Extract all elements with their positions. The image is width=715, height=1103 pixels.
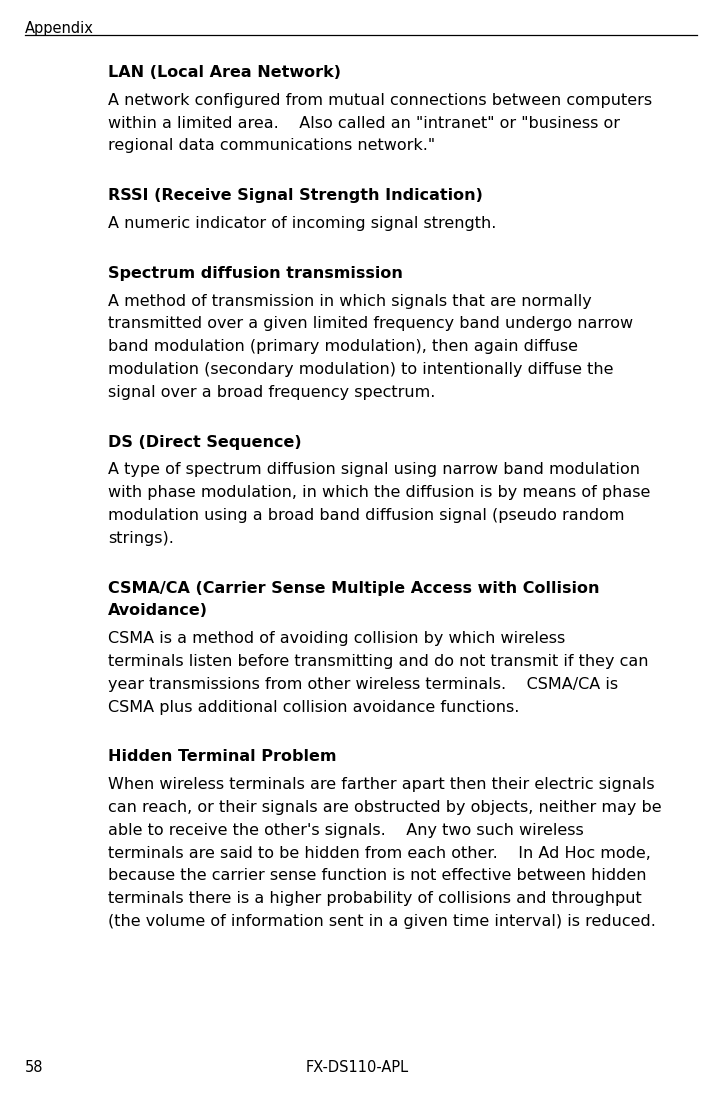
Text: A method of transmission in which signals that are normally: A method of transmission in which signal… [108, 293, 592, 309]
Text: terminals listen before transmitting and do not transmit if they can: terminals listen before transmitting and… [108, 654, 649, 670]
Text: RSSI (Receive Signal Strength Indication): RSSI (Receive Signal Strength Indication… [108, 189, 483, 203]
Text: A network configured from mutual connections between computers: A network configured from mutual connect… [108, 93, 652, 108]
Text: modulation (secondary modulation) to intentionally diffuse the: modulation (secondary modulation) to int… [108, 362, 613, 377]
Text: signal over a broad frequency spectrum.: signal over a broad frequency spectrum. [108, 385, 435, 399]
Text: terminals are said to be hidden from each other.    In Ad Hoc mode,: terminals are said to be hidden from eac… [108, 846, 651, 860]
Text: year transmissions from other wireless terminals.    CSMA/CA is: year transmissions from other wireless t… [108, 677, 618, 692]
Text: within a limited area.    Also called an "intranet" or "business or: within a limited area. Also called an "i… [108, 116, 620, 130]
Text: Hidden Terminal Problem: Hidden Terminal Problem [108, 749, 337, 764]
Text: can reach, or their signals are obstructed by objects, neither may be: can reach, or their signals are obstruct… [108, 800, 661, 815]
Text: 58: 58 [25, 1060, 44, 1075]
Text: A numeric indicator of incoming signal strength.: A numeric indicator of incoming signal s… [108, 216, 496, 231]
Text: Spectrum diffusion transmission: Spectrum diffusion transmission [108, 266, 403, 281]
Text: (the volume of information sent in a given time interval) is reduced.: (the volume of information sent in a giv… [108, 914, 656, 929]
Text: CSMA/CA (Carrier Sense Multiple Access with Collision: CSMA/CA (Carrier Sense Multiple Access w… [108, 580, 599, 596]
Text: Appendix: Appendix [25, 21, 94, 36]
Text: because the carrier sense function is not effective between hidden: because the carrier sense function is no… [108, 868, 646, 884]
Text: LAN (Local Area Network): LAN (Local Area Network) [108, 65, 341, 81]
Text: DS (Direct Sequence): DS (Direct Sequence) [108, 435, 302, 450]
Text: strings).: strings). [108, 531, 174, 546]
Text: A type of spectrum diffusion signal using narrow band modulation: A type of spectrum diffusion signal usin… [108, 462, 640, 478]
Text: CSMA is a method of avoiding collision by which wireless: CSMA is a method of avoiding collision b… [108, 631, 566, 646]
Text: When wireless terminals are farther apart then their electric signals: When wireless terminals are farther apar… [108, 778, 655, 792]
Text: band modulation (primary modulation), then again diffuse: band modulation (primary modulation), th… [108, 340, 578, 354]
Text: terminals there is a higher probability of collisions and throughput: terminals there is a higher probability … [108, 891, 642, 907]
Text: FX-DS110-APL: FX-DS110-APL [306, 1060, 409, 1075]
Text: transmitted over a given limited frequency band undergo narrow: transmitted over a given limited frequen… [108, 317, 633, 331]
Text: with phase modulation, in which the diffusion is by means of phase: with phase modulation, in which the diff… [108, 485, 651, 500]
Text: CSMA plus additional collision avoidance functions.: CSMA plus additional collision avoidance… [108, 699, 519, 715]
Text: modulation using a broad band diffusion signal (pseudo random: modulation using a broad band diffusion … [108, 508, 624, 523]
Text: regional data communications network.": regional data communications network." [108, 138, 435, 153]
Text: Avoidance): Avoidance) [108, 603, 208, 619]
Text: able to receive the other's signals.    Any two such wireless: able to receive the other's signals. Any… [108, 823, 583, 838]
